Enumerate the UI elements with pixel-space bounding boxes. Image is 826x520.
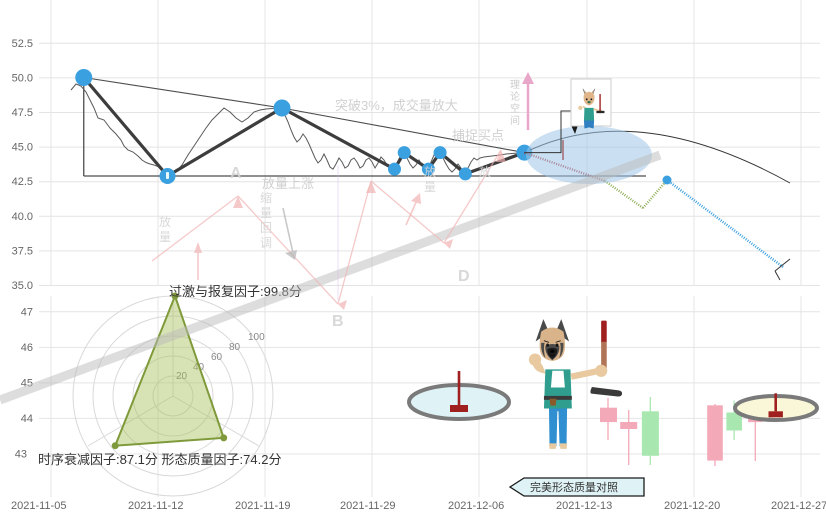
svg-text:2021-11-29: 2021-11-29 [340,500,395,512]
svg-text:2021-11-05: 2021-11-05 [11,500,66,512]
svg-text:45.0: 45.0 [12,142,33,154]
svg-text:回: 回 [260,221,272,235]
svg-text:100: 100 [248,332,265,343]
svg-text:时序衰减因子:87.1分 形态质量因子:74.2分: 时序衰减因子:87.1分 形态质量因子:74.2分 [38,452,281,467]
svg-text:突破3%，成交量放大: 突破3%，成交量放大 [335,98,458,113]
svg-text:放: 放 [479,164,491,179]
svg-text:放: 放 [159,214,171,229]
svg-text:47.5: 47.5 [12,107,33,119]
svg-text:缩: 缩 [260,190,272,205]
svg-text:50.0: 50.0 [12,73,33,85]
svg-text:47: 47 [21,307,33,319]
svg-text:2021-12-13: 2021-12-13 [556,500,612,512]
svg-text:量: 量 [159,230,171,244]
svg-text:43: 43 [15,449,27,461]
svg-text:空: 空 [510,102,520,115]
svg-text:44: 44 [21,413,33,425]
svg-text:60: 60 [211,352,223,363]
svg-text:量: 量 [260,206,272,220]
svg-text:2021-12-20: 2021-12-20 [664,500,720,512]
svg-text:B: B [332,313,344,330]
svg-text:2021-11-12: 2021-11-12 [128,500,183,512]
svg-text:理: 理 [510,79,520,91]
svg-text:52.5: 52.5 [12,38,33,50]
svg-text:40.0: 40.0 [12,211,33,223]
svg-text:2021-11-19: 2021-11-19 [235,500,290,512]
svg-text:量: 量 [424,180,436,194]
svg-text:42.5: 42.5 [12,176,33,188]
svg-text:论: 论 [510,90,520,103]
svg-text:46: 46 [21,342,33,354]
svg-text:调: 调 [260,236,272,250]
svg-text:A: A [230,165,242,182]
svg-text:2021-12-27: 2021-12-27 [771,500,826,512]
svg-text:捕捉买点: 捕捉买点 [452,128,504,143]
svg-text:完美形态质量对照: 完美形态质量对照 [530,480,618,494]
svg-text:35.0: 35.0 [12,280,33,292]
svg-text:间: 间 [510,114,520,127]
svg-text:放量上涨: 放量上涨 [262,176,314,191]
svg-text:80: 80 [229,342,241,353]
svg-text:2021-12-06: 2021-12-06 [448,500,504,512]
svg-text:37.5: 37.5 [12,246,33,258]
svg-text:D: D [458,268,470,285]
svg-text:放: 放 [424,164,436,179]
